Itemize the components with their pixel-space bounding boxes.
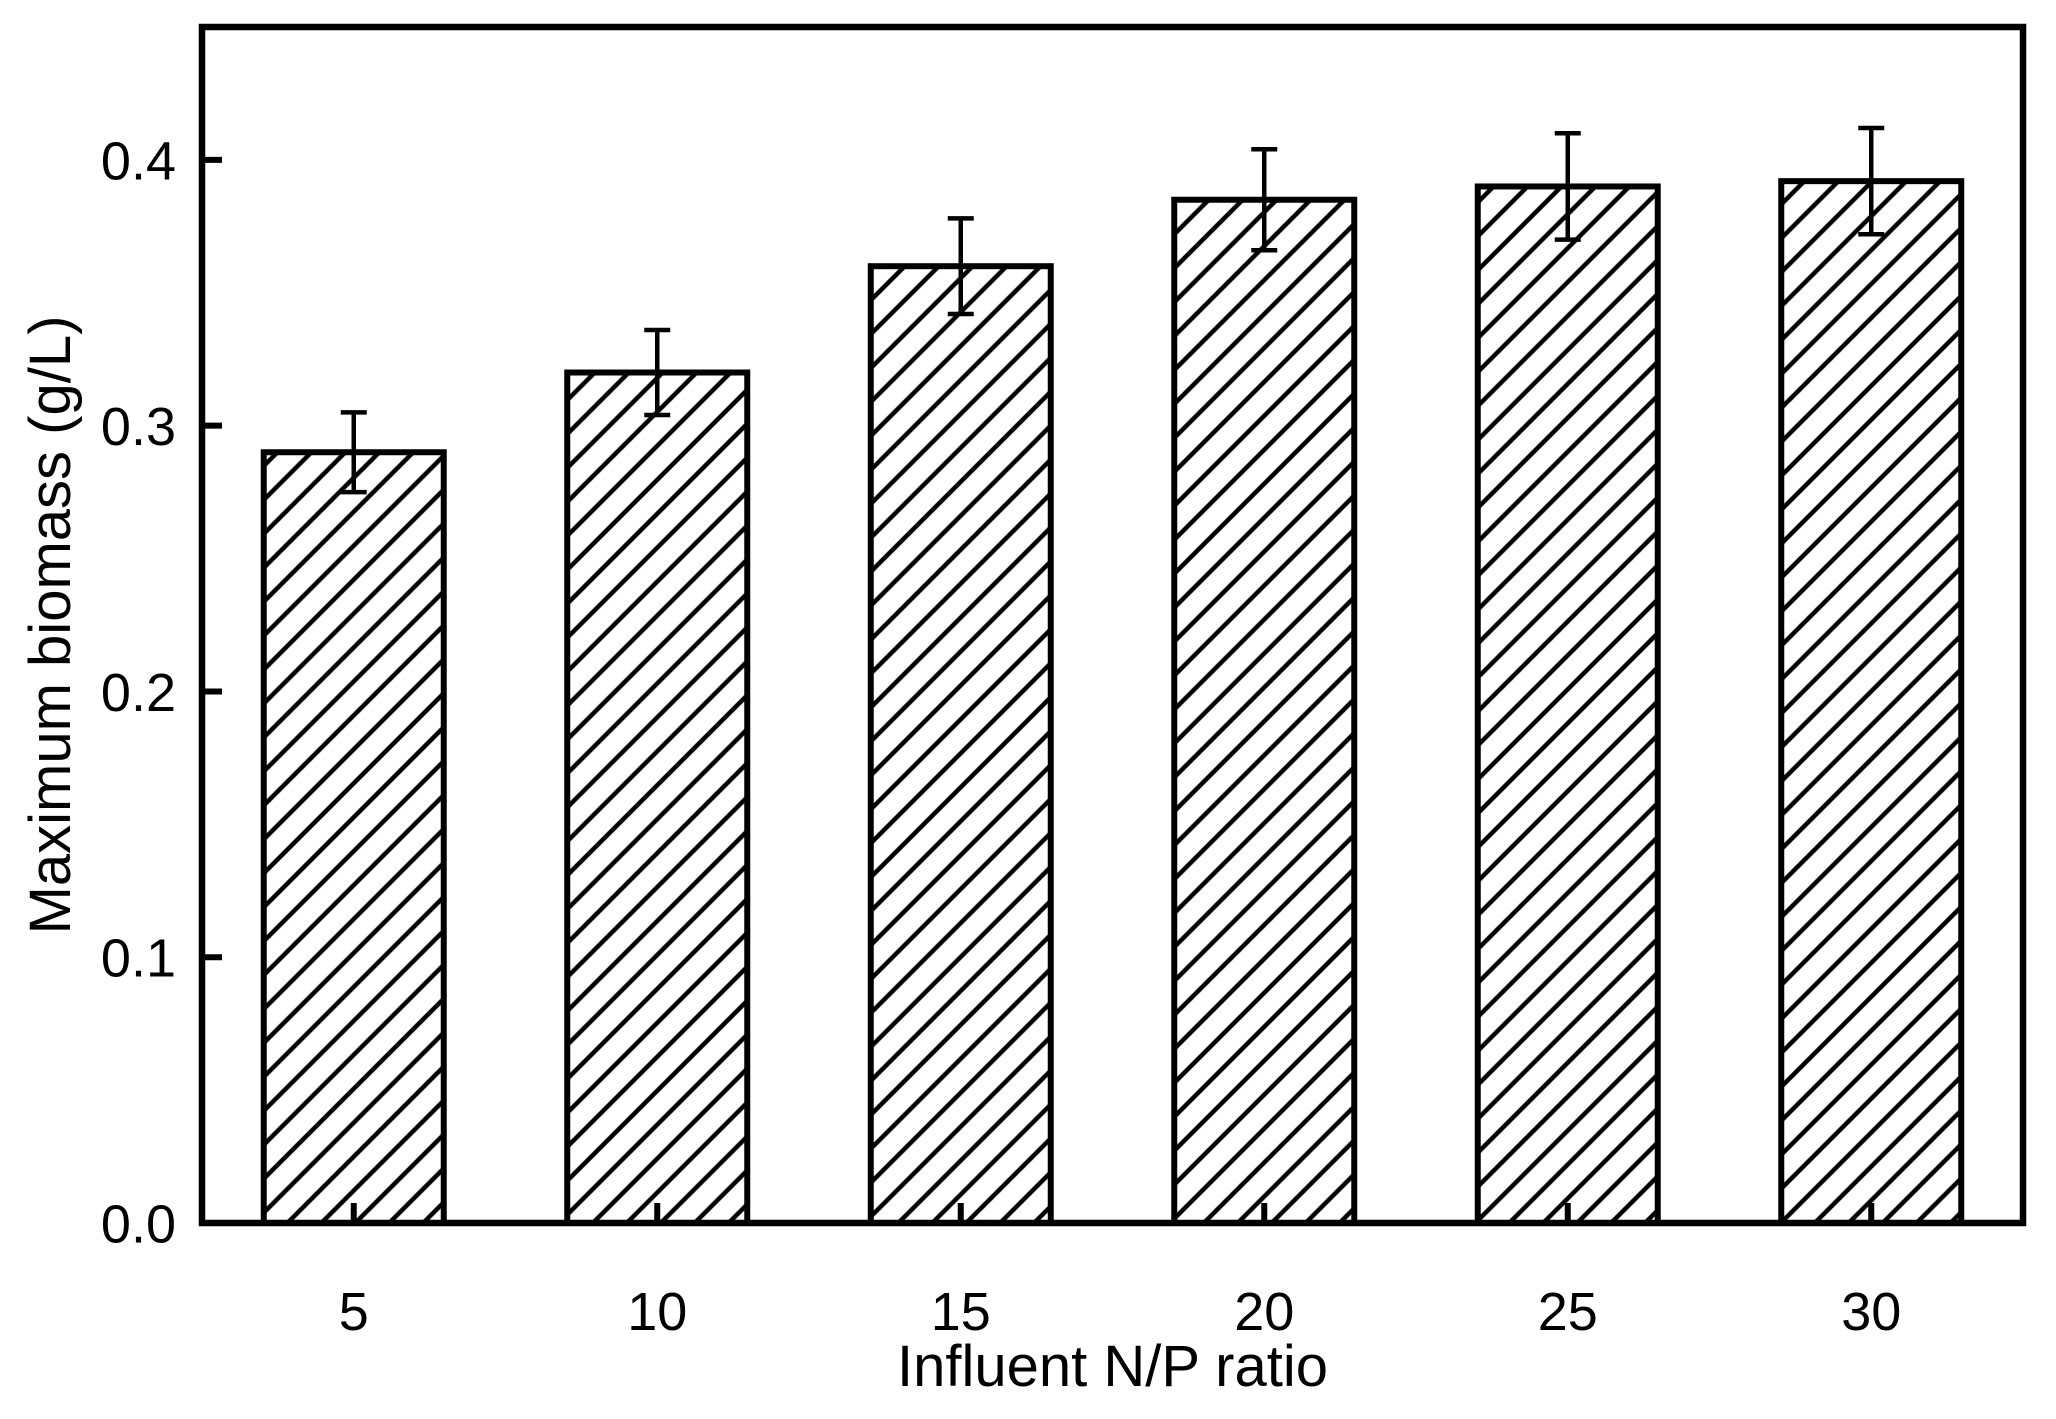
bar xyxy=(1171,196,1358,1226)
y-tick-label: 0.1 xyxy=(101,929,176,989)
plot-frame xyxy=(198,23,2027,1227)
bar xyxy=(1778,178,1965,1226)
x-tick-label: 20 xyxy=(1234,1282,1294,1342)
bar xyxy=(564,369,751,1226)
bar xyxy=(1474,183,1661,1226)
x-tick-label: 10 xyxy=(627,1282,687,1342)
x-axis-title: Influent N/P ratio xyxy=(897,1334,1328,1399)
axes-layer: 0.0 0.1 0.2 0.3 0.4 5 10 15 20 25 30 xyxy=(101,131,1901,1342)
bars-layer xyxy=(260,178,1965,1226)
y-tick-label: 0.2 xyxy=(101,663,176,723)
x-tick-label: 5 xyxy=(339,1282,369,1342)
x-tick-label: 25 xyxy=(1538,1282,1598,1342)
y-tick-label: 0.3 xyxy=(101,397,176,457)
bar xyxy=(260,449,447,1226)
x-tick-label: 30 xyxy=(1841,1282,1901,1342)
y-axis-title: Maximum biomass (g/L) xyxy=(18,316,83,935)
x-tick-label: 15 xyxy=(931,1282,991,1342)
y-tick-label: 0.4 xyxy=(101,131,176,191)
error-bars-layer xyxy=(340,125,1885,495)
bar xyxy=(867,263,1054,1226)
y-tick-label: 0.0 xyxy=(101,1194,176,1254)
